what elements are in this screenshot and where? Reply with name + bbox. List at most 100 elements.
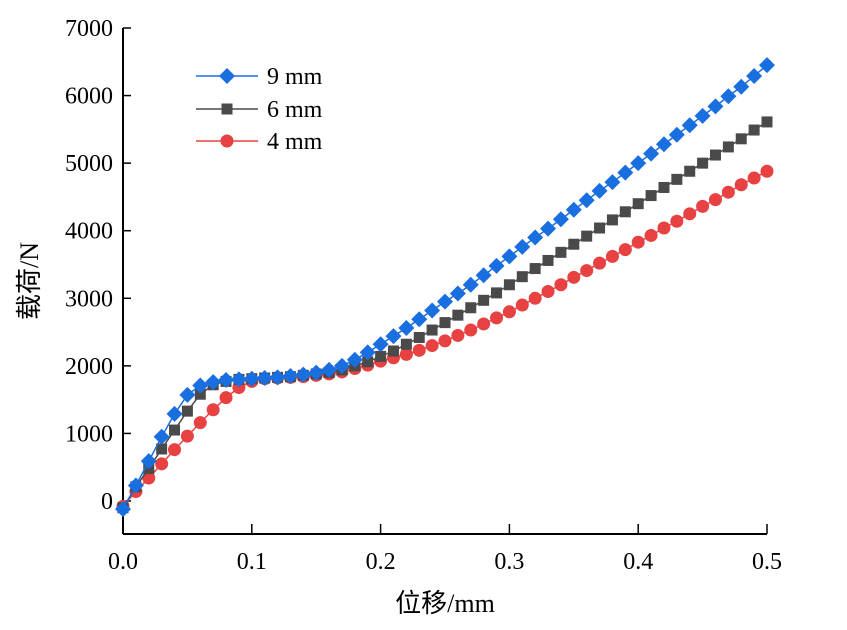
- data-point-4mm: [477, 317, 491, 331]
- data-point-6mm: [542, 254, 554, 266]
- data-point-9mm: [359, 344, 376, 361]
- data-point-9mm: [759, 57, 775, 74]
- data-point-6mm: [581, 230, 593, 242]
- data-point-9mm: [166, 405, 183, 422]
- y-tick-label: 0: [101, 489, 113, 515]
- x-tick-label: 0.0: [108, 549, 138, 575]
- legend-label: 6 mm: [267, 97, 323, 123]
- x-tick-label: 0.5: [752, 549, 782, 575]
- series-6mm: [117, 116, 773, 514]
- data-point-9mm: [591, 182, 608, 199]
- data-point-6mm: [658, 181, 670, 193]
- data-point-6mm: [478, 294, 490, 306]
- data-point-6mm: [194, 388, 206, 400]
- data-point-6mm: [722, 141, 734, 153]
- data-point-6mm: [400, 338, 412, 350]
- data-point-6mm: [413, 331, 425, 343]
- data-point-6mm: [426, 324, 438, 336]
- data-point-4mm: [438, 334, 452, 348]
- data-point-4mm: [580, 264, 594, 278]
- data-point-6mm: [156, 443, 168, 455]
- data-point-9mm: [153, 428, 170, 445]
- data-point-4mm: [528, 291, 542, 305]
- data-point-9mm: [707, 98, 724, 115]
- data-point-9mm: [540, 220, 557, 237]
- data-point-4mm: [206, 403, 220, 417]
- data-point-6mm: [632, 198, 644, 210]
- legend-marker-circle-icon: [220, 134, 234, 148]
- y-tick-label: 3000: [65, 286, 113, 312]
- y-axis-title: 载荷/N: [15, 242, 44, 320]
- data-point-4mm: [515, 298, 529, 312]
- y-tick-label: 6000: [65, 84, 113, 110]
- data-point-4mm: [631, 235, 645, 249]
- data-point-6mm: [503, 279, 515, 291]
- data-point-9mm: [140, 453, 157, 470]
- y-ticks: 0 1000 2000 3000 4000 5000 6000 7000: [65, 16, 131, 515]
- data-point-6mm: [555, 246, 567, 258]
- series-9mm: [115, 57, 775, 518]
- data-point-9mm: [746, 67, 763, 84]
- x-ticks: 0.0 0.1 0.2 0.3 0.4 0.5: [108, 524, 782, 575]
- data-point-9mm: [488, 257, 505, 274]
- data-point-6mm: [439, 317, 451, 329]
- series-4mm: [116, 164, 774, 513]
- data-point-4mm: [142, 471, 156, 485]
- data-point-4mm: [657, 221, 671, 235]
- data-point-6mm: [735, 133, 747, 145]
- data-point-4mm: [593, 256, 607, 270]
- data-point-4mm: [399, 347, 413, 361]
- data-point-9mm: [333, 357, 350, 374]
- data-point-9mm: [565, 201, 582, 218]
- legend-label: 9 mm: [267, 64, 323, 90]
- data-point-9mm: [720, 88, 737, 105]
- legend-item-9mm: 9 mm: [196, 64, 323, 90]
- data-point-9mm: [514, 238, 531, 255]
- data-point-6mm: [529, 263, 541, 275]
- data-point-6mm: [387, 345, 399, 357]
- data-point-6mm: [491, 287, 503, 299]
- data-point-6mm: [465, 302, 477, 314]
- data-point-9mm: [475, 267, 492, 284]
- data-point-9mm: [630, 155, 647, 172]
- data-point-6mm: [594, 222, 606, 234]
- data-point-9mm: [243, 370, 260, 387]
- data-point-9mm: [527, 229, 544, 246]
- data-point-4mm: [464, 323, 478, 337]
- data-point-6mm: [516, 271, 528, 283]
- data-point-4mm: [760, 164, 774, 178]
- y-tick-label: 7000: [65, 16, 113, 42]
- data-point-9mm: [655, 136, 672, 153]
- data-point-9mm: [179, 386, 196, 403]
- data-point-6mm: [606, 214, 618, 226]
- y-tick-label: 4000: [65, 219, 113, 245]
- x-tick-label: 0.4: [623, 549, 653, 575]
- legend-label: 4 mm: [267, 129, 323, 155]
- data-point-6mm: [619, 206, 631, 218]
- data-point-9mm: [733, 78, 750, 95]
- legend-marker-diamond-icon: [219, 68, 235, 84]
- data-point-9mm: [385, 328, 402, 345]
- data-point-9mm: [192, 377, 209, 394]
- data-point-4mm: [502, 305, 516, 319]
- data-point-4mm: [554, 278, 568, 292]
- data-point-4mm: [155, 457, 169, 471]
- data-point-4mm: [708, 193, 722, 207]
- data-point-9mm: [269, 369, 286, 386]
- data-point-9mm: [437, 293, 453, 310]
- data-point-9mm: [694, 107, 711, 124]
- data-point-4mm: [605, 249, 619, 263]
- data-point-4mm: [168, 443, 182, 457]
- axes: [122, 28, 767, 535]
- data-point-6mm: [375, 350, 387, 362]
- data-point-9mm: [552, 211, 569, 228]
- data-point-6mm: [709, 149, 721, 161]
- data-point-9mm: [218, 372, 235, 389]
- data-point-4mm: [219, 391, 233, 405]
- x-tick-label: 0.3: [494, 549, 524, 575]
- data-point-6mm: [452, 309, 464, 321]
- data-point-6mm: [645, 190, 657, 202]
- y-tick-label: 1000: [65, 421, 113, 447]
- legend-item-6mm: 6 mm: [196, 97, 323, 123]
